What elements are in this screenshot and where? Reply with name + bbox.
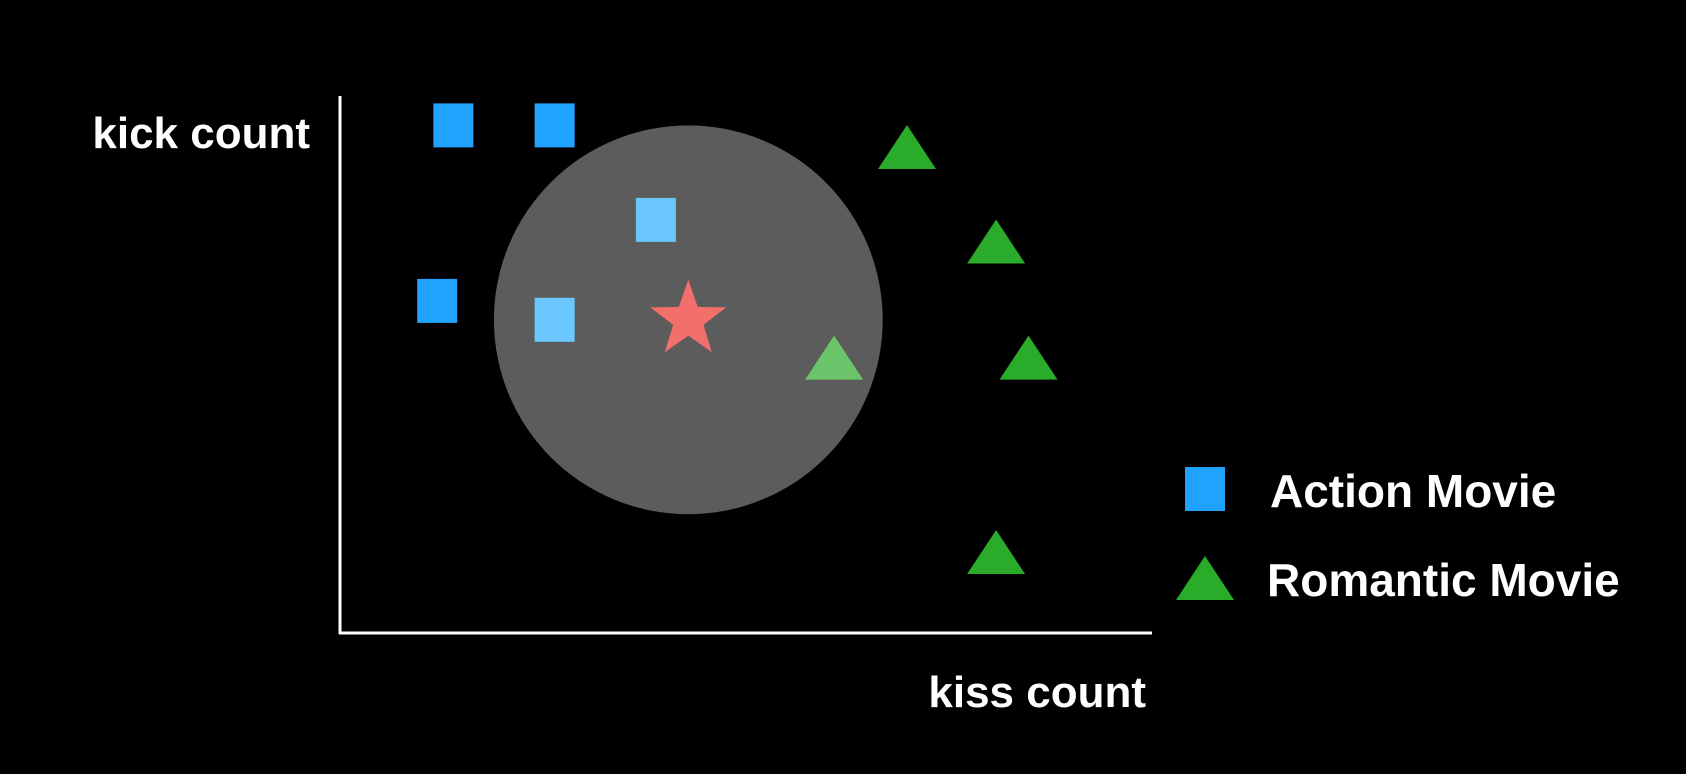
x-axis-label: kiss count bbox=[928, 668, 1146, 717]
legend-triangle-icon bbox=[1176, 556, 1234, 600]
romantic-movie-triangle-3 bbox=[999, 335, 1058, 380]
action-movie-square-2 bbox=[534, 103, 575, 148]
action-movie-square-1 bbox=[433, 103, 474, 148]
action-movie-square-3 bbox=[635, 197, 676, 242]
query-star-icon bbox=[650, 279, 727, 353]
action-movie-square-5 bbox=[534, 297, 575, 342]
romantic-movie-triangle-1 bbox=[878, 125, 936, 169]
legend-label-action: Action Movie bbox=[1270, 465, 1556, 517]
legend-label-romantic: Romantic Movie bbox=[1267, 554, 1620, 606]
legend-square-icon bbox=[1185, 467, 1225, 511]
romantic-movie-triangle-2 bbox=[967, 219, 1026, 264]
action-movie-square-4 bbox=[417, 278, 458, 323]
romantic-movie-triangle-5 bbox=[967, 530, 1026, 574]
y-axis-label: kick count bbox=[92, 109, 310, 158]
romantic-movie-triangle-4 bbox=[805, 335, 864, 380]
data-points bbox=[417, 103, 1058, 574]
legend: Action Movie Romantic Movie bbox=[1176, 465, 1620, 606]
